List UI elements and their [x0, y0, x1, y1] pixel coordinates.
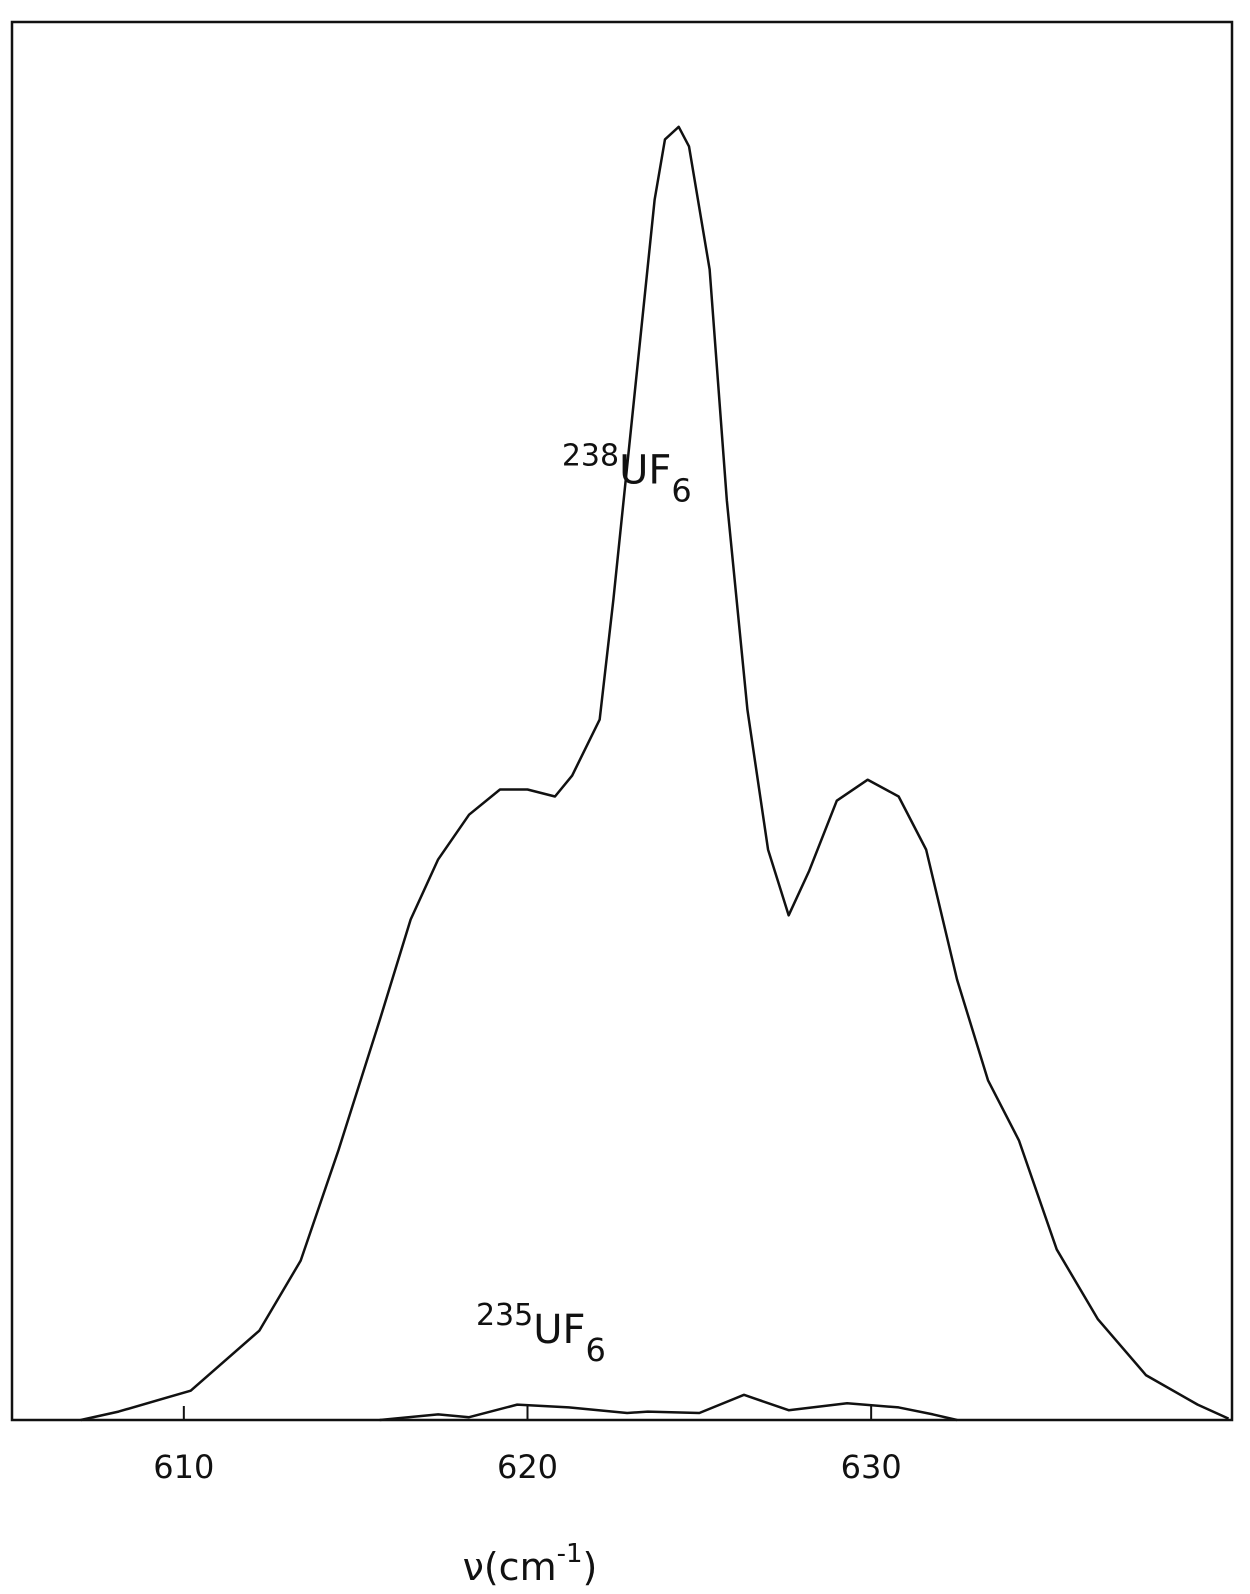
x-tick-label: 630 — [841, 1448, 902, 1486]
spectrum-line — [80, 125, 1230, 1422]
annotation: 238UF6 — [562, 438, 692, 509]
x-tick-label: 620 — [497, 1448, 558, 1486]
x-tick-label: 610 — [153, 1448, 214, 1486]
annotation-formula: UF — [533, 1307, 585, 1353]
x-axis-label: ν(cm-1) — [463, 1539, 598, 1589]
plot-frame — [10, 20, 1234, 1422]
annotation: 235UF6 — [476, 1298, 606, 1369]
x-axis-label-end: ) — [583, 1545, 598, 1589]
annotation-sub: 6 — [671, 471, 691, 509]
spectrum-line — [379, 1393, 958, 1422]
annotation-mass: 235 — [476, 1298, 533, 1333]
x-axis-label-main: ν(cm — [463, 1545, 557, 1589]
annotation-formula: UF — [619, 447, 671, 493]
annotation-mass: 238 — [562, 438, 619, 473]
annotation-sub: 6 — [586, 1331, 606, 1369]
x-axis-label-sup: -1 — [557, 1539, 583, 1569]
